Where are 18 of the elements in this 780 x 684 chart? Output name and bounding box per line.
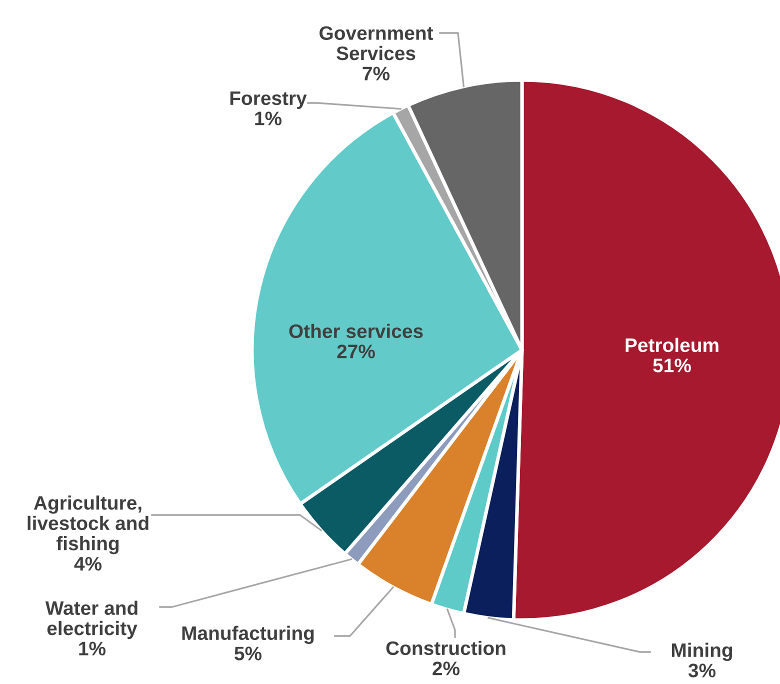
slice-label: Petroleum [626,338,718,352]
slice-label: Government Services [320,26,434,60]
slice-label: Other services [289,324,423,338]
data-label: 5% [234,646,262,660]
slice-label: Water and electricity [45,600,138,640]
data-label: 2% [432,662,460,676]
data-label: 3% [688,664,716,678]
slice-label: Forestry [230,92,307,109]
data-label: 27% [337,344,375,358]
slice-label: Construction [386,640,506,656]
data-label: 1% [79,642,106,656]
data-label: 4% [74,556,102,571]
slice-label: Mining [672,642,732,661]
data-label: 51% [653,358,691,372]
slice-label: Manufacturing [182,626,314,644]
data-label: 7% [362,66,390,80]
data-label: 1% [255,112,282,126]
slice-label: Agriculture, livestock and fishing [28,495,148,554]
